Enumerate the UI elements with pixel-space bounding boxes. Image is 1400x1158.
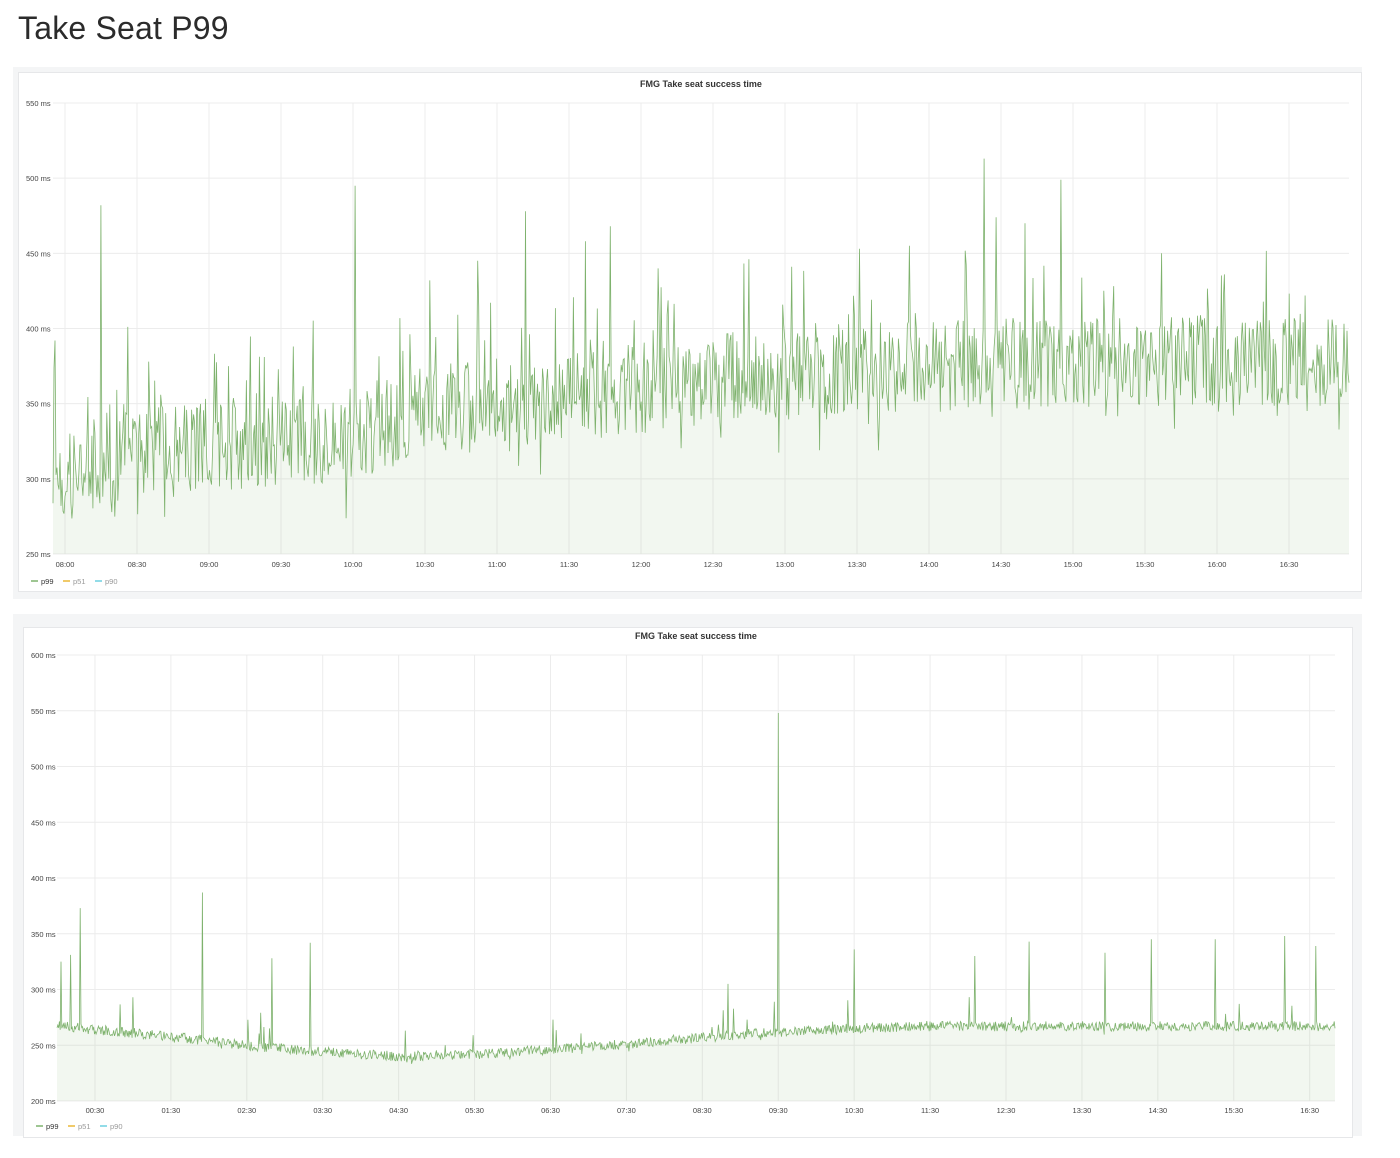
x-tick-label: 11:00: [488, 560, 506, 569]
x-tick-label: 15:30: [1224, 1106, 1243, 1115]
x-tick-label: 14:00: [920, 560, 939, 569]
x-tick-label: 08:00: [56, 560, 75, 569]
x-tick-label: 16:30: [1300, 1106, 1319, 1115]
y-tick-label: 400 ms: [31, 874, 56, 883]
y-tick-label: 300 ms: [31, 986, 56, 995]
x-tick-label: 09:30: [272, 560, 291, 569]
x-tick-label: 10:30: [845, 1106, 864, 1115]
y-tick-label: 300 ms: [26, 475, 51, 484]
x-tick-label: 10:30: [416, 560, 435, 569]
x-tick-label: 11:30: [921, 1106, 939, 1115]
x-tick-label: 12:00: [632, 560, 651, 569]
legend-item-p51[interactable]: p51: [73, 577, 86, 586]
legend-item-p90[interactable]: p90: [105, 577, 118, 586]
chart-title: FMG Take seat success time: [635, 631, 757, 641]
legend-item-p90[interactable]: p90: [110, 1122, 123, 1131]
y-tick-label: 550 ms: [31, 707, 56, 716]
legend-item-p99[interactable]: p99: [46, 1122, 59, 1131]
chart-panel-2[interactable]: FMG Take seat success time 200 ms 250 ms 30…: [23, 627, 1353, 1138]
legend: p99 p51 p90: [36, 1122, 123, 1131]
x-tick-label: 13:30: [848, 560, 867, 569]
x-tick-label: 11:30: [560, 560, 578, 569]
y-tick-label: 350 ms: [26, 400, 51, 409]
x-tick-label: 00:30: [86, 1106, 105, 1115]
y-tick-label: 600 ms: [31, 651, 56, 660]
x-tick-label: 08:30: [693, 1106, 712, 1115]
chart-panel-1[interactable]: FMG Take seat success time 250 ms 300 ms 35…: [18, 72, 1362, 592]
chart-2: FMG Take seat success time 200 ms 250 ms 30…: [31, 631, 1336, 1131]
y-tick-label: 500 ms: [31, 763, 56, 772]
x-tick-label: 03:30: [313, 1106, 332, 1115]
x-tick-label: 10:00: [344, 560, 363, 569]
series-p99-line: [56, 712, 1336, 1064]
x-tick-label: 06:30: [541, 1106, 560, 1115]
x-tick-label: 14:30: [1148, 1106, 1167, 1115]
x-tick-label: 07:30: [617, 1106, 636, 1115]
y-tick-label: 400 ms: [26, 325, 51, 334]
y-tick-label: 200 ms: [31, 1097, 56, 1106]
x-tick-label: 15:00: [1064, 560, 1083, 569]
legend-item-p99[interactable]: p99: [41, 577, 54, 586]
y-tick-label: 350 ms: [31, 930, 56, 939]
x-tick-label: 01:30: [161, 1106, 180, 1115]
x-tick-label: 12:30: [997, 1106, 1016, 1115]
y-tick-label: 250 ms: [26, 550, 51, 559]
x-tick-label: 09:30: [769, 1106, 788, 1115]
page-title: Take Seat P99: [18, 10, 229, 46]
series-p99-area: [53, 158, 1349, 554]
y-tick-label: 500 ms: [26, 174, 51, 183]
x-tick-label: 08:30: [128, 560, 147, 569]
x-tick-label: 05:30: [465, 1106, 484, 1115]
x-tick-label: 13:30: [1073, 1106, 1092, 1115]
x-tick-label: 16:00: [1208, 560, 1227, 569]
y-tick-label: 250 ms: [31, 1041, 56, 1050]
x-tick-label: 12:30: [704, 560, 723, 569]
legend-item-p51[interactable]: p51: [78, 1122, 91, 1131]
y-tick-label: 550 ms: [26, 99, 51, 108]
y-tick-label: 450 ms: [26, 249, 51, 258]
x-tick-label: 09:00: [200, 560, 219, 569]
y-tick-label: 450 ms: [31, 818, 56, 827]
panel-2-container: FMG Take seat success time 200 ms 250 ms 30…: [13, 614, 1362, 1138]
series-p99-area: [57, 713, 1335, 1101]
series-p99-line: [52, 158, 1350, 519]
y-grid: [57, 654, 1335, 1102]
x-tick-label: 02:30: [237, 1106, 256, 1115]
panel-1-container: FMG Take seat success time 250 ms 300 ms 35…: [13, 67, 1362, 599]
x-tick-label: 13:00: [776, 560, 795, 569]
chart-1: FMG Take seat success time 250 ms 300 ms 35…: [26, 79, 1350, 586]
x-tick-label: 04:30: [389, 1106, 408, 1115]
legend: p99 p51 p90: [31, 577, 118, 586]
x-tick-label: 15:30: [1136, 560, 1155, 569]
x-tick-label: 14:30: [992, 560, 1011, 569]
chart-title: FMG Take seat success time: [640, 79, 762, 89]
x-tick-label: 16:30: [1280, 560, 1299, 569]
